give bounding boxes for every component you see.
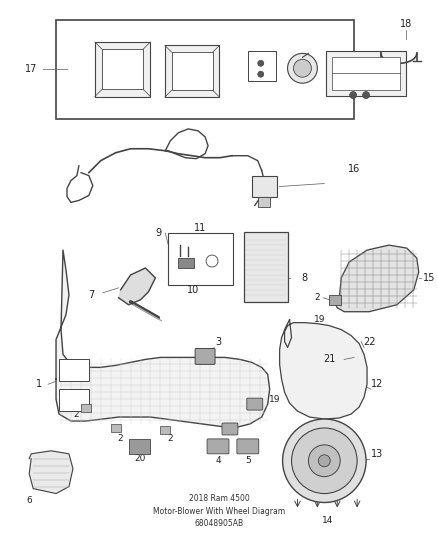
FancyBboxPatch shape [207, 439, 229, 454]
Text: 8: 8 [301, 273, 307, 283]
FancyBboxPatch shape [172, 52, 213, 91]
Bar [56, 20, 354, 119]
Text: 19: 19 [269, 394, 280, 403]
FancyBboxPatch shape [237, 439, 259, 454]
FancyBboxPatch shape [252, 175, 277, 197]
Text: 10: 10 [187, 285, 199, 295]
Circle shape [308, 445, 340, 477]
Circle shape [292, 428, 357, 494]
Text: 22: 22 [363, 336, 375, 346]
Circle shape [206, 255, 218, 267]
FancyBboxPatch shape [247, 398, 263, 410]
Text: 2: 2 [167, 434, 173, 443]
FancyBboxPatch shape [129, 439, 150, 454]
FancyBboxPatch shape [244, 232, 288, 302]
Text: 7: 7 [88, 290, 94, 300]
Text: 19: 19 [314, 315, 325, 324]
FancyBboxPatch shape [178, 258, 194, 268]
Text: 18: 18 [400, 19, 412, 29]
FancyBboxPatch shape [168, 233, 233, 285]
Text: 20: 20 [135, 454, 146, 463]
Polygon shape [56, 250, 270, 427]
Polygon shape [335, 245, 419, 312]
Text: 12: 12 [371, 379, 383, 389]
Text: 17: 17 [25, 64, 37, 74]
FancyBboxPatch shape [111, 424, 120, 432]
FancyBboxPatch shape [59, 359, 89, 381]
Text: 2: 2 [314, 293, 320, 302]
Polygon shape [29, 451, 73, 494]
Text: 2: 2 [73, 409, 79, 418]
FancyBboxPatch shape [258, 197, 270, 207]
Polygon shape [119, 268, 155, 305]
Text: 14: 14 [321, 516, 333, 525]
Circle shape [363, 92, 370, 99]
Ellipse shape [288, 53, 318, 83]
Ellipse shape [293, 59, 311, 77]
Text: 9: 9 [155, 228, 162, 238]
Text: 2018 Ram 4500
Motor-Blower With Wheel Diagram
68048905AB: 2018 Ram 4500 Motor-Blower With Wheel Di… [153, 494, 285, 528]
FancyBboxPatch shape [95, 42, 150, 96]
FancyBboxPatch shape [59, 389, 89, 411]
Circle shape [258, 60, 264, 66]
Text: 13: 13 [371, 449, 383, 459]
Text: 3: 3 [215, 336, 221, 346]
Text: 1: 1 [36, 379, 42, 389]
FancyBboxPatch shape [102, 49, 143, 90]
FancyBboxPatch shape [332, 58, 400, 90]
Circle shape [318, 455, 330, 467]
FancyBboxPatch shape [222, 423, 238, 435]
Text: 19: 19 [240, 439, 251, 448]
Text: 5: 5 [245, 456, 251, 465]
FancyBboxPatch shape [160, 426, 170, 434]
Text: 6: 6 [26, 496, 32, 505]
FancyBboxPatch shape [81, 404, 91, 412]
Circle shape [350, 92, 357, 99]
FancyBboxPatch shape [248, 51, 276, 81]
FancyBboxPatch shape [165, 45, 219, 97]
FancyBboxPatch shape [329, 295, 341, 305]
Text: 2: 2 [118, 434, 124, 443]
Circle shape [283, 419, 366, 503]
Circle shape [258, 71, 264, 77]
Text: 4: 4 [215, 456, 221, 465]
Text: 15: 15 [423, 273, 435, 283]
Polygon shape [279, 320, 367, 419]
Text: 11: 11 [194, 223, 206, 233]
Text: 16: 16 [348, 164, 360, 174]
Text: 21: 21 [323, 354, 336, 365]
FancyBboxPatch shape [195, 349, 215, 365]
FancyBboxPatch shape [326, 51, 406, 96]
